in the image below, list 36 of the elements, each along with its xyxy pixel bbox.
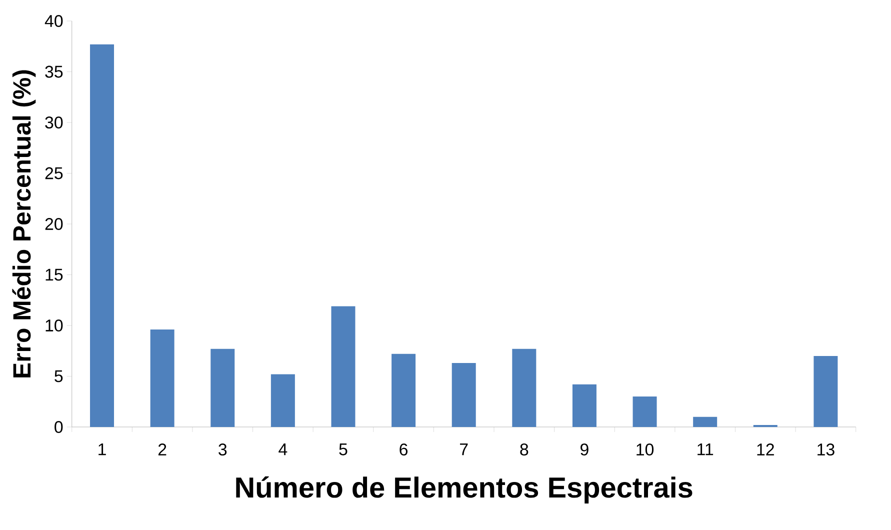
- x-tick-label: 8: [520, 444, 528, 456]
- bar: [270, 374, 295, 427]
- y-tick-label: 15: [46, 268, 63, 281]
- x-tick-label: 5: [339, 444, 348, 456]
- bar: [452, 363, 476, 427]
- x-tick-label: 1: [98, 444, 106, 456]
- y-tick-label: 35: [45, 66, 63, 78]
- x-axis-title: Número de Elementos Espectrais: [236, 476, 692, 504]
- bar: [572, 384, 596, 427]
- y-tick-label: 30: [45, 116, 63, 128]
- bar: [392, 354, 416, 427]
- bar: [331, 306, 356, 427]
- bar: [512, 348, 536, 427]
- bar: [632, 396, 657, 427]
- bar: [693, 416, 718, 427]
- x-tick-label: 9: [580, 444, 588, 456]
- x-tick-label: 12: [757, 444, 774, 456]
- x-tick-label: 7: [460, 444, 468, 456]
- y-tick-label: 20: [45, 218, 63, 230]
- y-tick-label: 0: [54, 420, 63, 433]
- x-tick-label: 11: [698, 444, 714, 456]
- x-tick-label: 2: [158, 444, 166, 456]
- y-tick-label: 25: [45, 167, 63, 180]
- bar: [150, 330, 174, 427]
- x-tick-label: 13: [818, 444, 834, 456]
- bar: [814, 356, 838, 427]
- x-tick-label: 4: [278, 444, 288, 456]
- x-tick-label: 10: [636, 444, 654, 456]
- y-tick-label: 10: [46, 319, 63, 332]
- x-tick-label: 6: [400, 444, 408, 456]
- y-tick-label: 5: [54, 370, 63, 382]
- y-axis-title: Erro Médio Percentual (%): [12, 70, 36, 378]
- y-tick-label: 40: [44, 14, 63, 27]
- x-tick-label: 3: [218, 444, 227, 456]
- bar: [210, 348, 235, 427]
- bar: [90, 44, 114, 427]
